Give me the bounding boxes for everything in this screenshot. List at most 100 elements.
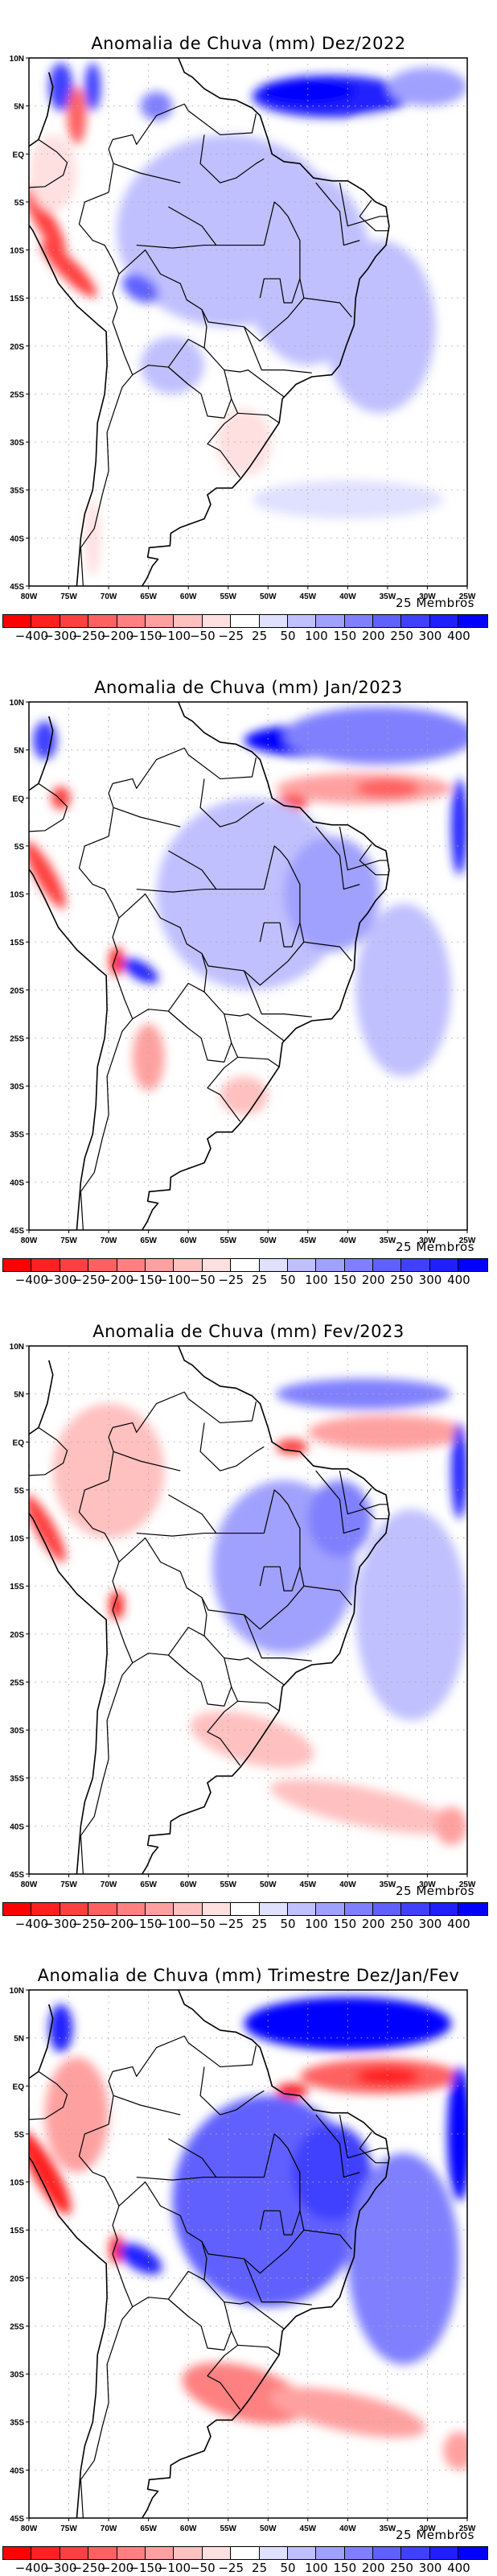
y-tick-label: 35S: [10, 1131, 24, 1140]
political-border: [339, 826, 388, 871]
political-border: [201, 941, 305, 986]
colorbar-swatch: [259, 615, 288, 627]
y-tick-label: 20S: [10, 987, 24, 996]
x-tick-label: 35W: [380, 1236, 396, 1245]
ensemble-members-label: 25 Membros: [396, 1884, 474, 1898]
panel-title: Anomalia de Chuva (mm) Jan/2023: [94, 678, 403, 697]
anomaly-cell: [244, 1996, 452, 2051]
y-tick-label: 5N: [14, 2035, 24, 2044]
map-panel: Anomalia de Chuva (mm) Jan/2023 80W 75W 70W…: [0, 644, 497, 1288]
political-border: [237, 1700, 280, 1711]
colorbar-label: 100: [305, 1273, 328, 1287]
anomaly-cell: [121, 273, 159, 303]
political-border: [243, 970, 312, 1018]
colorbar-label: −250: [72, 1273, 105, 1287]
y-tick-label: 5S: [14, 199, 25, 208]
anomaly-cell: [40, 241, 97, 298]
colorbar-swatch: [259, 1259, 288, 1271]
colorbar-label: −150: [129, 2561, 162, 2575]
colorbar-swatch: [145, 615, 175, 627]
y-tick-label: 25S: [10, 390, 24, 399]
colorbar-swatch: [401, 615, 430, 627]
anomaly-cell: [140, 336, 204, 394]
anomaly-cell: [109, 1591, 124, 1620]
colorbar-label: 150: [333, 1273, 357, 1287]
anomaly-cell: [276, 1439, 308, 1455]
colorbar-label: −25: [218, 2561, 244, 2575]
political-border: [224, 1013, 285, 1042]
political-border: [224, 1657, 285, 1686]
political-border: [112, 321, 205, 376]
colorbar-label: −300: [43, 629, 77, 643]
y-tick-label: 25S: [10, 1034, 24, 1043]
anomaly-cell: [260, 78, 356, 105]
political-border: [108, 139, 114, 193]
colorbar-swatch: [88, 2547, 117, 2559]
political-border: [136, 244, 265, 249]
political-border: [315, 826, 360, 890]
colorbar-label: 100: [305, 1917, 328, 1931]
colorbar-label: 250: [390, 1917, 413, 1931]
colorbar-label: −200: [100, 629, 134, 643]
colorbar-label: −50: [189, 1917, 216, 1931]
anomaly-cell: [29, 840, 66, 909]
colorbar-swatch: [174, 615, 203, 627]
anomaly-cell: [292, 2124, 372, 2221]
x-tick-label: 25W: [459, 2524, 476, 2533]
colorbar-swatch: [429, 1903, 459, 1915]
colorbar-label: 200: [361, 1273, 385, 1287]
colorbar-swatch: [373, 1259, 402, 1271]
political-border: [315, 1470, 360, 1534]
political-border: [80, 1018, 133, 1192]
anomaly-cell: [451, 778, 467, 875]
political-border: [113, 163, 181, 184]
colorbar-label: 150: [333, 629, 357, 643]
y-tick-label: EQ: [13, 795, 25, 803]
anomaly-cell: [451, 1422, 467, 1519]
map-frame: [28, 1989, 468, 2519]
y-tick-label: 35S: [10, 1775, 24, 1784]
colorbar-label: 50: [280, 629, 296, 643]
colorbar-label: −100: [157, 2561, 191, 2575]
political-border: [113, 2095, 181, 2116]
colorbar-swatch: [202, 1903, 232, 1915]
y-tick-label: 20S: [10, 343, 24, 352]
colorbar-swatch: [60, 615, 89, 627]
colorbar-label: −50: [189, 629, 216, 643]
colorbar-label: −250: [72, 2561, 105, 2575]
political-border: [108, 2071, 114, 2125]
colorbar: [2, 1258, 488, 1272]
colorbar-label: −25: [218, 1273, 244, 1287]
y-tick-label: EQ: [13, 151, 25, 159]
y-tick-label: 5N: [14, 1391, 24, 1400]
colorbar-swatch: [145, 1259, 175, 1271]
political-border: [237, 2344, 280, 2355]
y-tick-label: 10N: [10, 55, 24, 64]
x-tick-label: 40W: [339, 1236, 356, 1245]
colorbar-swatch: [202, 1259, 232, 1271]
ensemble-members-label: 25 Membros: [396, 2528, 474, 2542]
colorbar-swatch: [401, 1259, 430, 1271]
y-tick-label: 45S: [10, 1871, 24, 1880]
political-border: [29, 2070, 68, 2120]
colorbar-label: −400: [14, 629, 48, 643]
colorbar-label: 200: [361, 1917, 385, 1931]
colorbar-swatch: [287, 2547, 317, 2559]
anomaly-cell: [284, 706, 467, 765]
y-tick-label: 35S: [10, 487, 24, 496]
political-border: [243, 2258, 312, 2306]
political-border: [243, 1614, 312, 1662]
colorbar-swatch: [117, 1259, 146, 1271]
x-tick-label: 50W: [260, 1880, 277, 1889]
colorbar-swatch: [231, 1903, 260, 1915]
political-border: [263, 1489, 352, 1606]
colorbar-label: 50: [280, 1917, 296, 1931]
x-tick-label: 30W: [419, 592, 436, 601]
colorbar-swatch: [287, 615, 317, 627]
colorbar-label: 300: [418, 1917, 442, 1931]
colorbar-swatch: [60, 2547, 89, 2559]
y-tick-label: 10S: [10, 891, 24, 900]
x-tick-label: 75W: [60, 1236, 77, 1245]
colorbar-label: −300: [43, 1273, 77, 1287]
colorbar-swatch: [373, 1903, 402, 1915]
